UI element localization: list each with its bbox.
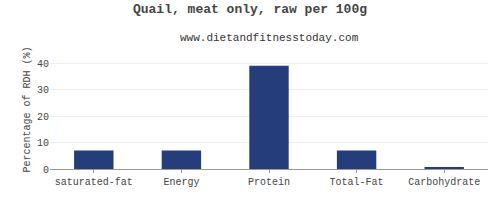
svg-text:10: 10 xyxy=(37,138,49,149)
svg-text:0: 0 xyxy=(43,165,49,176)
svg-text:Percentage of RDH (%): Percentage of RDH (%) xyxy=(22,46,33,172)
svg-text:30: 30 xyxy=(37,85,49,96)
svg-text:Quail, meat only, raw per 100g: Quail, meat only, raw per 100g xyxy=(133,2,367,17)
svg-text:Carbohydrate: Carbohydrate xyxy=(408,177,480,188)
svg-text:Energy: Energy xyxy=(163,177,199,188)
svg-text:Protein: Protein xyxy=(248,177,290,188)
svg-text:saturated-fat: saturated-fat xyxy=(55,177,133,188)
svg-text:40: 40 xyxy=(37,59,49,70)
svg-text:Total-Fat: Total-Fat xyxy=(330,177,384,188)
svg-text:20: 20 xyxy=(37,112,49,123)
svg-text:www.dietandfitnesstoday.com: www.dietandfitnesstoday.com xyxy=(180,32,359,44)
